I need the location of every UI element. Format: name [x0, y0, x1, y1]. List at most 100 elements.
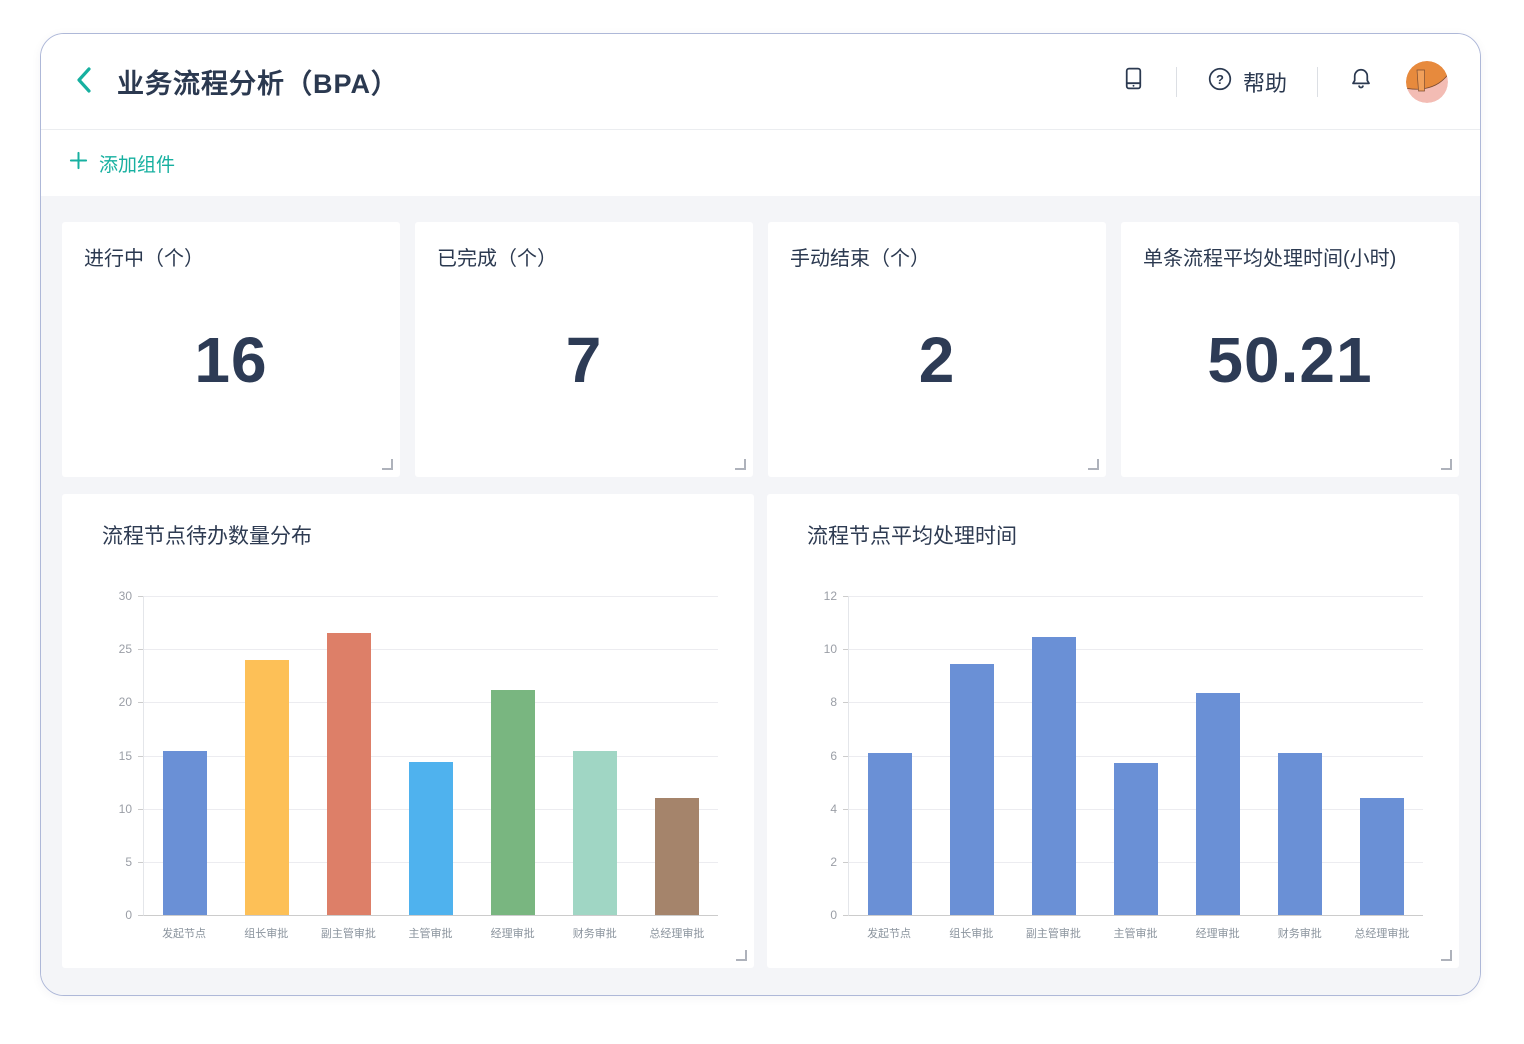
notifications-button[interactable] — [1344, 61, 1378, 103]
stat-label: 已完成（个） — [437, 248, 557, 270]
x-axis-label: 副主管审批 — [320, 928, 376, 940]
help-button[interactable]: ? 帮助 — [1203, 62, 1291, 102]
bar-组长审批[interactable] — [950, 663, 994, 915]
bar-slot — [554, 596, 636, 915]
resize-handle[interactable] — [382, 459, 393, 470]
stat-value-wrap: 16 — [84, 272, 378, 447]
bar-chart-pending-distribution: 0 5 10 15 20 25 30 发起节点 组长审批 副主管审批 主管审批 经理审批 财务审批 总经理… — [62, 589, 754, 941]
bar-副主管审批[interactable] — [1032, 637, 1076, 915]
gridline — [849, 702, 1423, 704]
bar-slot — [1013, 596, 1095, 915]
bar-slot — [1259, 596, 1341, 915]
x-axis-label: 发起节点 — [162, 928, 207, 940]
x-axis-label: 组长审批 — [949, 928, 994, 940]
resize-handle[interactable] — [735, 459, 746, 470]
y-axis-tick — [138, 861, 143, 863]
gridline — [849, 649, 1423, 651]
divider — [1317, 66, 1318, 97]
y-axis-label: 10 — [118, 801, 132, 816]
y-axis-label: 25 — [118, 642, 132, 657]
mobile-preview-button[interactable] — [1117, 61, 1150, 102]
x-axis-label: 总经理审批 — [1354, 928, 1410, 940]
chart-card-pending-distribution[interactable]: 流程节点待办数量分布 0 5 10 15 20 25 30 发起节点 组长审批 副主管审批 主管审批… — [62, 494, 754, 968]
add-component-button[interactable]: 添加组件 — [65, 144, 179, 183]
avatar[interactable] — [1406, 60, 1448, 103]
chart-card-avg-node-time[interactable]: 流程节点平均处理时间 0 2 4 6 8 10 12 发起节点 组长审批 副主管审批 主管审批 经理审… — [767, 494, 1459, 968]
bar-总经理审批[interactable] — [1360, 798, 1404, 915]
bar-slot — [931, 596, 1013, 915]
chart-row: 流程节点待办数量分布 0 5 10 15 20 25 30 发起节点 组长审批 副主管审批 主管审批… — [62, 494, 1459, 968]
gridline — [144, 755, 718, 757]
bar-slot — [308, 596, 390, 915]
bar-副主管审批[interactable] — [327, 633, 371, 915]
stat-card-manually-ended[interactable]: 手动结束（个） 2 — [768, 222, 1106, 477]
x-axis-labels: 发起节点 组长审批 副主管审批 主管审批 经理审批 财务审批 总经理审批 — [848, 916, 1423, 941]
resize-handle[interactable] — [1441, 459, 1452, 470]
y-axis-label: 20 — [118, 695, 132, 710]
bar-财务审批[interactable] — [1278, 752, 1322, 915]
stat-value-wrap: 7 — [437, 272, 731, 447]
bar-财务审批[interactable] — [573, 751, 617, 915]
stat-value: 7 — [565, 323, 603, 396]
app-header: 业务流程分析（BPA） ? — [41, 34, 1480, 130]
resize-handle[interactable] — [736, 950, 747, 961]
back-button[interactable] — [67, 61, 101, 102]
help-icon: ? — [1207, 66, 1233, 98]
bar-slot — [472, 596, 554, 915]
bar-经理审批[interactable] — [1196, 693, 1240, 915]
y-axis-label: 4 — [830, 801, 837, 816]
bar-发起节点[interactable] — [868, 752, 912, 915]
bar-主管审批[interactable] — [409, 761, 453, 915]
bar-组长审批[interactable] — [245, 659, 289, 915]
stat-value: 2 — [918, 323, 956, 396]
resize-handle[interactable] — [1441, 950, 1452, 961]
y-axis-tick — [843, 808, 848, 810]
y-axis-label: 5 — [125, 854, 132, 869]
x-axis-label: 主管审批 — [1113, 928, 1158, 940]
y-axis-tick — [138, 596, 143, 597]
gridline — [144, 596, 718, 597]
bar-slot — [1341, 596, 1423, 915]
stat-card-avg-process-time[interactable]: 单条流程平均处理时间(小时) 50.21 — [1121, 222, 1459, 477]
y-axis-label: 2 — [830, 854, 837, 869]
mobile-preview-icon — [1121, 65, 1146, 98]
stat-label: 进行中（个） — [84, 248, 204, 270]
bar-series — [849, 596, 1423, 915]
x-axis-label: 发起节点 — [867, 928, 912, 940]
stat-value-wrap: 50.21 — [1143, 272, 1437, 447]
bar-slot — [849, 596, 931, 915]
bar-主管审批[interactable] — [1114, 763, 1158, 915]
gridline — [144, 649, 718, 651]
bar-series — [144, 596, 718, 915]
y-axis-label: 15 — [118, 748, 132, 763]
x-axis-label: 经理审批 — [490, 928, 535, 940]
bell-icon — [1348, 65, 1374, 99]
bar-经理审批[interactable] — [491, 689, 535, 915]
bar-总经理审批[interactable] — [655, 798, 699, 915]
y-axis-tick — [843, 915, 848, 916]
y-axis-label: 0 — [125, 908, 132, 922]
stat-value: 50.21 — [1207, 323, 1373, 396]
help-label: 帮助 — [1242, 70, 1287, 96]
gridline — [144, 702, 718, 704]
stat-value: 16 — [194, 323, 268, 396]
stat-card-in-progress[interactable]: 进行中（个） 16 — [62, 222, 400, 477]
resize-handle[interactable] — [1088, 459, 1099, 470]
plot-area: 0 2 4 6 8 10 12 — [824, 589, 1423, 922]
stat-label: 手动结束（个） — [790, 248, 930, 270]
bar-发起节点[interactable] — [163, 751, 207, 915]
x-axis-label: 财务审批 — [572, 928, 617, 940]
y-axis-tick — [843, 702, 848, 704]
chevron-left-icon — [71, 65, 97, 98]
x-axis-labels: 发起节点 组长审批 副主管审批 主管审批 经理审批 财务审批 总经理审批 — [143, 916, 718, 941]
x-axis-label: 副主管审批 — [1025, 928, 1081, 940]
x-axis-label: 财务审批 — [1277, 928, 1322, 940]
stat-value-wrap: 2 — [790, 272, 1084, 447]
stat-card-completed[interactable]: 已完成（个） 7 — [415, 222, 753, 477]
header-left: 业务流程分析（BPA） — [67, 61, 399, 102]
app-window: 业务流程分析（BPA） ? — [40, 33, 1481, 996]
y-axis-tick — [843, 755, 848, 757]
plus-icon — [69, 151, 88, 176]
y-axis-label: 30 — [118, 589, 132, 603]
bar-slot — [226, 596, 308, 915]
